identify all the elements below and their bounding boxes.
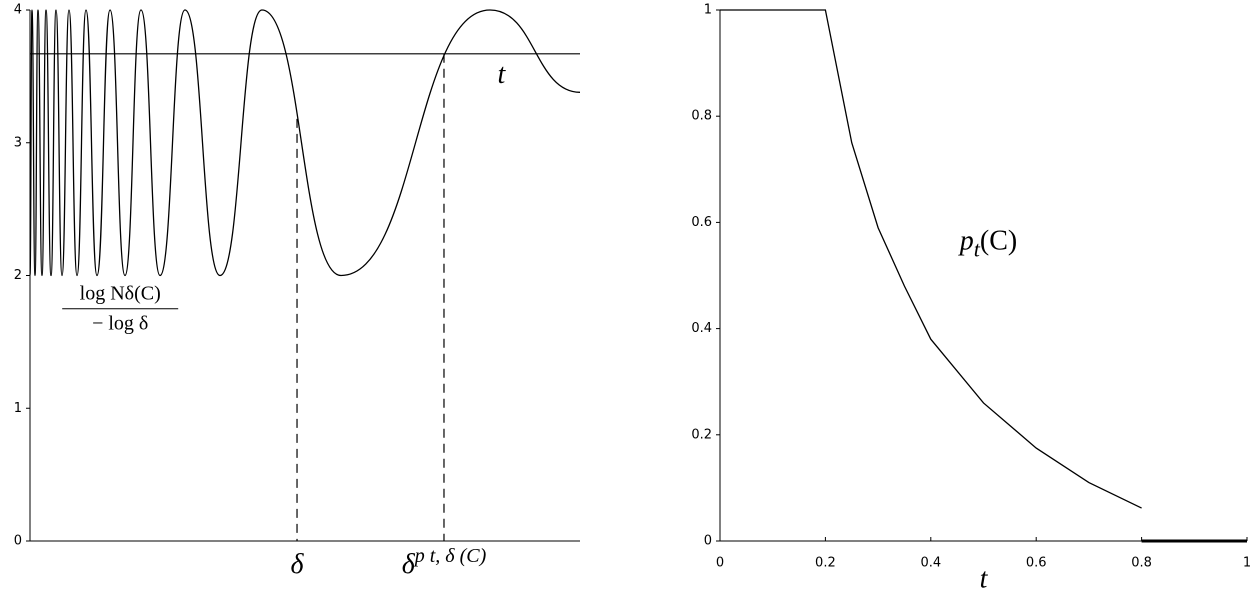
marker-label: δ bbox=[291, 549, 305, 580]
fraction-denominator: − log δ bbox=[92, 312, 148, 334]
x-axis-label: t bbox=[980, 563, 989, 594]
curve-label-part: t bbox=[974, 237, 981, 262]
marker-symbol: δ bbox=[291, 549, 305, 580]
x-tick-label: 0.8 bbox=[1131, 556, 1152, 571]
data-line bbox=[720, 9, 1142, 509]
y-tick-label: 2 bbox=[14, 268, 22, 283]
threshold-label: t bbox=[498, 59, 507, 90]
y-tick-label: 0.6 bbox=[691, 215, 712, 230]
curve-label: pt(C) bbox=[958, 226, 1017, 262]
marker-label: δp t, δ (C) bbox=[402, 545, 487, 581]
y-tick-label: 0.8 bbox=[691, 109, 712, 124]
x-tick-label: 0 bbox=[716, 556, 724, 571]
x-tick-label: 0.4 bbox=[920, 556, 941, 571]
data-line bbox=[29, 9, 581, 277]
y-tick-label: 3 bbox=[14, 135, 22, 150]
marker-superscript: p t, δ (C) bbox=[413, 545, 487, 567]
x-tick-label: 1 bbox=[1243, 556, 1251, 571]
y-tick-label: 1 bbox=[704, 3, 712, 18]
y-tick-label: 1 bbox=[14, 401, 22, 416]
curve-label-part: p bbox=[958, 226, 974, 257]
marker-symbol: δ bbox=[402, 549, 416, 580]
y-tick-label: 0 bbox=[14, 534, 22, 549]
y-tick-label: 0 bbox=[704, 534, 712, 549]
fraction-numerator: log Nδ(C) bbox=[80, 282, 161, 304]
y-tick-label: 0.2 bbox=[691, 427, 712, 442]
x-tick-label: 0.6 bbox=[1026, 556, 1047, 571]
y-tick-label: 0.4 bbox=[691, 321, 712, 336]
y-tick-label: 4 bbox=[14, 3, 22, 18]
curve-label-part: (C) bbox=[980, 226, 1017, 257]
x-tick-label: 0.2 bbox=[815, 556, 836, 571]
